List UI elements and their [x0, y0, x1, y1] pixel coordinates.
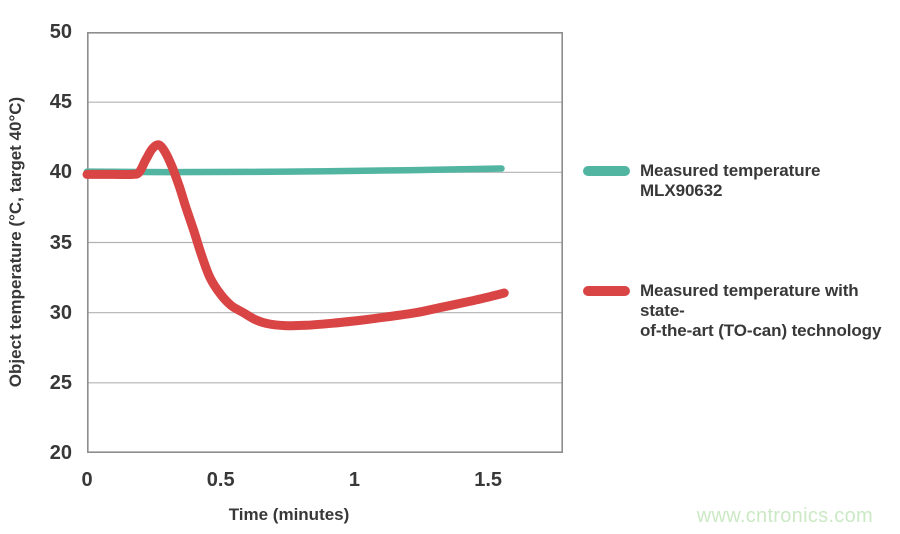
y-tick-20: 20 [49, 442, 72, 464]
plot-border [87, 32, 563, 453]
y-tick-30: 30 [49, 301, 72, 324]
legend-item-to-can: Measured temperature with state- of-the-… [583, 281, 883, 341]
series-line-to-can [82, 140, 509, 331]
series-line-mlx90632 [83, 165, 505, 176]
x-tick-1.5: 1.5 [474, 469, 503, 491]
x-tick-0.5: 0.5 [206, 469, 235, 491]
y-tick-25: 25 [49, 371, 72, 394]
y-tick-35: 35 [49, 231, 72, 254]
x-tick-0: 0 [81, 469, 93, 491]
y-tick-45: 45 [49, 91, 72, 114]
legend-label-mlx90632: Measured temperature MLX90632 [640, 161, 821, 200]
x-axis-title: Time (minutes) [228, 505, 350, 524]
legend-item-mlx90632: Measured temperature MLX90632 [583, 161, 883, 201]
y-tick-50: 50 [49, 21, 72, 43]
y-tick-40: 40 [49, 161, 72, 184]
legend-swatch-mlx90632 [583, 166, 630, 176]
watermark-text: www.cntronics.com [696, 505, 873, 527]
plot-area [82, 32, 563, 453]
legend-label-to-can: Measured temperature with state- of-the-… [640, 281, 882, 340]
x-tick-1: 1 [348, 469, 360, 491]
legend-swatch-to-can [583, 286, 630, 296]
